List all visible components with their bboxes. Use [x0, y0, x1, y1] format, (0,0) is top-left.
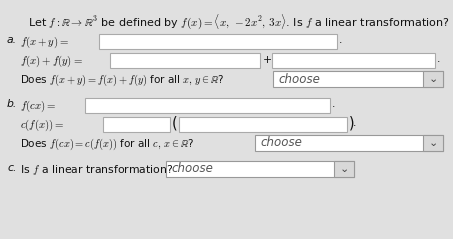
Bar [166, 161, 354, 177]
Text: choose: choose [171, 163, 213, 175]
Text: .: . [332, 99, 335, 109]
Text: $c(f(x)) =$: $c(f(x)) =$ [20, 118, 65, 133]
Text: a.: a. [7, 35, 17, 45]
Text: .: . [353, 118, 357, 128]
Bar [272, 53, 435, 68]
Text: c.: c. [7, 163, 16, 173]
Bar [99, 34, 337, 49]
Text: $f(x) + f(y) =$: $f(x) + f(y) =$ [20, 54, 83, 69]
Bar [255, 135, 443, 151]
Bar [334, 161, 354, 177]
Bar [423, 71, 443, 87]
Text: $f(x + y) =$: $f(x + y) =$ [20, 35, 69, 50]
Text: ⌄: ⌄ [429, 74, 438, 84]
Text: Does $f(x + y) = f(x) + f(y)$ for all $x,\, y \in \mathbb{R}$?: Does $f(x + y) = f(x) + f(y)$ for all $x… [20, 73, 224, 88]
Text: ): ) [349, 115, 355, 130]
Bar [179, 117, 347, 132]
Bar [273, 71, 443, 87]
Text: +: + [263, 54, 272, 65]
Text: b.: b. [7, 99, 17, 109]
Text: choose: choose [278, 72, 320, 86]
Text: .: . [339, 35, 342, 45]
Text: choose: choose [260, 136, 302, 150]
Text: ⌄: ⌄ [429, 138, 438, 148]
Text: $f(cx) =$: $f(cx) =$ [20, 99, 56, 114]
Text: Let $f : \mathbb{R} \to \mathbb{R}^3$ be defined by $f(x) = \langle x,\, -2x^2,\: Let $f : \mathbb{R} \to \mathbb{R}^3$ be… [28, 13, 450, 32]
Text: Is $f$ a linear transformation?: Is $f$ a linear transformation? [20, 163, 173, 177]
Text: Does $f(cx) = c(f(x))$ for all $c,\, x \in \mathbb{R}$?: Does $f(cx) = c(f(x))$ for all $c,\, x \… [20, 137, 194, 152]
Bar [103, 117, 170, 132]
Bar [110, 53, 260, 68]
Text: ⌄: ⌄ [339, 164, 349, 174]
Text: (: ( [172, 115, 178, 130]
Bar [423, 135, 443, 151]
Text: .: . [437, 54, 440, 64]
Bar [85, 98, 330, 113]
